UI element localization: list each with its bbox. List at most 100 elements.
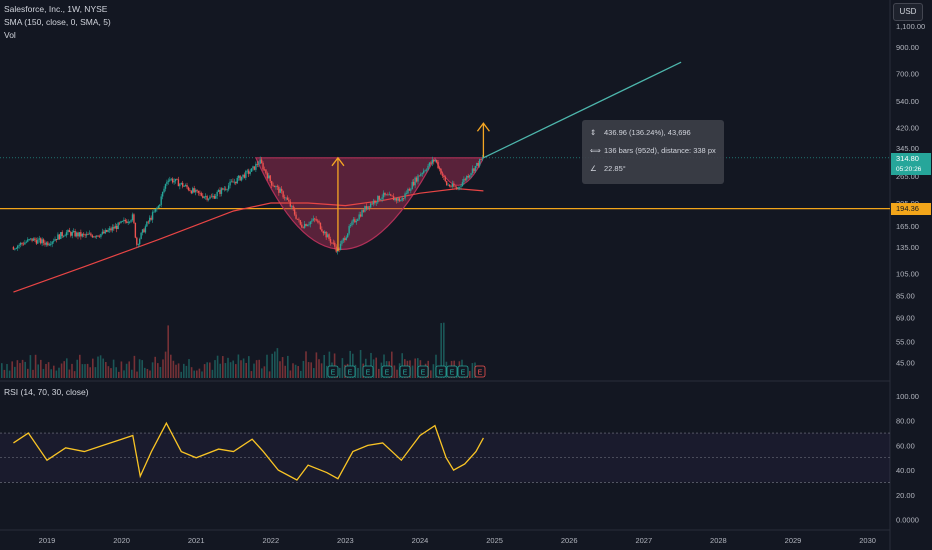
candle-body <box>131 214 134 221</box>
volume-indicator-label[interactable]: Vol <box>4 30 16 40</box>
candle-body <box>220 188 223 194</box>
candle <box>281 186 283 194</box>
candle-body <box>204 196 207 197</box>
candle <box>176 178 178 180</box>
candle-body <box>411 181 413 190</box>
candle <box>216 190 218 200</box>
candle-body <box>318 221 320 223</box>
candle-body <box>147 221 149 223</box>
candle <box>286 195 289 201</box>
candle-body <box>407 189 409 194</box>
candle-body <box>83 233 85 235</box>
volume-bar <box>177 363 180 378</box>
candle-body <box>84 234 86 236</box>
candle <box>169 176 171 183</box>
candle-body <box>316 220 319 222</box>
volume-bar <box>271 353 273 378</box>
candle-body <box>467 175 469 178</box>
volume-bar <box>112 359 115 378</box>
candle-body <box>169 179 171 181</box>
candle <box>450 184 452 188</box>
candle <box>293 206 296 217</box>
candle <box>289 199 292 208</box>
candle-body <box>253 166 256 170</box>
rsi-axis-tick: 40.00 <box>896 466 915 475</box>
volume-bar <box>359 350 362 378</box>
earnings-badge <box>399 365 411 378</box>
candle-body <box>468 175 471 178</box>
candle-body <box>312 218 314 221</box>
candle <box>213 193 215 200</box>
volume-bar <box>211 369 214 378</box>
candle-body <box>278 186 280 193</box>
candle-body <box>85 234 88 236</box>
candle <box>298 217 300 223</box>
candle <box>480 158 482 160</box>
candle <box>425 168 428 173</box>
candle-body <box>242 174 244 177</box>
candle-body <box>334 242 336 247</box>
candle <box>279 187 281 193</box>
candle <box>428 162 431 167</box>
candle-body <box>97 235 99 237</box>
volume-bar <box>391 351 393 378</box>
candle <box>481 154 484 162</box>
candle <box>192 186 194 194</box>
candle-body <box>354 219 356 223</box>
candle <box>103 229 105 234</box>
candle-body <box>434 160 436 162</box>
candle <box>27 237 29 243</box>
candle <box>245 169 247 181</box>
candle-body <box>473 168 475 172</box>
candle-body <box>75 232 78 237</box>
volume-bar <box>89 367 91 378</box>
candle-body <box>457 187 459 189</box>
candle <box>322 230 325 236</box>
candle <box>140 232 142 240</box>
price-range-icon: ⇕ <box>590 128 597 137</box>
volume-bar <box>232 360 234 378</box>
volume-bar <box>240 360 242 378</box>
volume-bar <box>60 363 63 378</box>
currency-button[interactable]: USD <box>893 3 923 21</box>
candle-body <box>259 159 261 164</box>
candle-body <box>153 211 155 213</box>
rsi-axis-tick: 0.0000 <box>896 516 919 525</box>
volume-bar <box>131 369 133 378</box>
volume-bar <box>414 358 416 378</box>
volume-bar <box>435 354 437 378</box>
time-axis-tick: 2025 <box>486 536 503 545</box>
candle-body <box>114 225 116 229</box>
candle-body <box>100 233 102 237</box>
candle <box>260 157 263 164</box>
volume-bar <box>276 348 279 378</box>
volume-bar <box>323 354 325 378</box>
candle-body <box>41 239 43 244</box>
rsi-indicator-label[interactable]: RSI (14, 70, 30, close) <box>4 387 89 397</box>
candle-body <box>47 242 49 246</box>
volume-bar <box>297 366 299 378</box>
candle-body <box>21 242 23 244</box>
candle-body <box>273 186 276 188</box>
candle <box>215 193 217 199</box>
candle <box>266 171 269 181</box>
candle-body <box>180 182 182 184</box>
volume-bar <box>190 367 193 378</box>
candle <box>17 244 19 251</box>
candle <box>306 223 309 227</box>
candle-body <box>460 186 462 187</box>
earnings-marker: E <box>474 365 486 378</box>
candle <box>369 202 372 209</box>
price-axis-tick: 55.00 <box>896 338 915 347</box>
candle <box>163 186 165 194</box>
candle <box>364 205 366 213</box>
candle-body <box>281 188 283 192</box>
volume-bar <box>24 361 26 378</box>
volume-bar <box>255 360 258 378</box>
sma-indicator-label[interactable]: SMA (150, close, 0, SMA, 5) <box>4 17 111 27</box>
candle-body <box>111 227 114 231</box>
candle <box>437 160 439 170</box>
earnings-letter: E <box>403 370 408 377</box>
candle-body <box>70 232 72 236</box>
